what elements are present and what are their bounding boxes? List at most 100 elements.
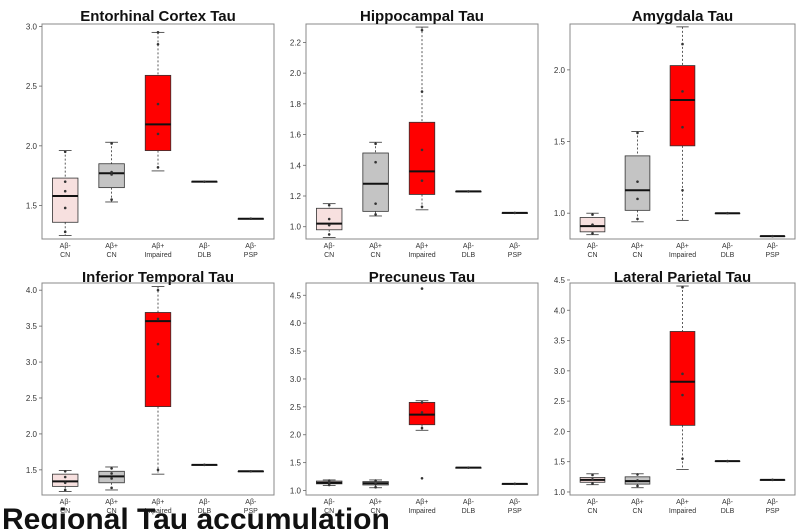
- y-tick-label: 1.2: [290, 192, 302, 201]
- category-label-line1: Aβ-: [722, 243, 734, 250]
- data-point: [681, 457, 684, 460]
- y-tick-label: 2.5: [26, 82, 38, 91]
- data-point: [63, 230, 67, 234]
- data-point: [156, 375, 160, 378]
- category-label-line2: CN: [107, 508, 117, 515]
- category-label-line2: Impaired: [669, 252, 696, 259]
- panel-title: Amygdala Tau: [632, 8, 733, 25]
- category-label-line1: Aβ+: [631, 243, 644, 250]
- data-point: [110, 170, 113, 174]
- data-point: [636, 197, 639, 201]
- category-label-line2: DLB: [462, 252, 476, 259]
- y-tick-label: 2.0: [554, 66, 566, 75]
- data-point: [681, 372, 684, 376]
- category-label-line1: Aβ+: [105, 243, 118, 250]
- y-tick-label: 3.5: [26, 322, 38, 331]
- box-1: [52, 469, 79, 492]
- category-label-line1: Aβ-: [60, 499, 72, 506]
- y-tick-label: 3.5: [554, 337, 566, 346]
- data-point: [327, 223, 331, 227]
- category-label-line2: DLB: [721, 508, 735, 515]
- box-2: [624, 473, 651, 489]
- y-tick-label: 2.5: [26, 394, 38, 403]
- category-label-line2: DLB: [198, 508, 212, 515]
- category-label-line1: Aβ-: [767, 243, 779, 250]
- category-label-line2: Impaired: [144, 508, 171, 515]
- panel-4: Inferior Temporal Tau 1.5 2.0 2.5 3.0 3.5 4.0 A…: [26, 269, 275, 515]
- data-point: [420, 426, 424, 430]
- category-label-line1: Aβ+: [369, 243, 382, 250]
- box-5: [237, 469, 264, 473]
- category-label-line2: CN: [324, 252, 334, 259]
- data-point: [110, 486, 113, 490]
- data-point: [110, 173, 113, 176]
- data-point: [110, 142, 113, 145]
- data-point: [591, 223, 594, 226]
- category-label-line1: Aβ-: [463, 499, 475, 506]
- data-point: [110, 198, 113, 201]
- box-body: [669, 65, 696, 147]
- box-3: [408, 287, 436, 480]
- category-label-line1: Aβ-: [587, 243, 599, 250]
- data-point: [110, 467, 113, 470]
- data-point: [513, 211, 517, 215]
- y-tick-label: 1.0: [554, 209, 566, 218]
- panel-title: Hippocampal Tau: [360, 8, 484, 25]
- data-point: [513, 482, 517, 486]
- y-tick-label: 2.0: [26, 430, 38, 439]
- box-5: [237, 217, 264, 220]
- panel-title: Precuneus Tau: [369, 269, 475, 286]
- category-label-line2: PSP: [508, 252, 522, 259]
- category-label-line1: Aβ+: [676, 243, 689, 250]
- category-label-line1: Aβ-: [245, 243, 257, 250]
- category-label-line2: PSP: [244, 252, 258, 259]
- data-point: [156, 102, 160, 106]
- box-body: [408, 121, 436, 195]
- box-1: [316, 203, 343, 238]
- category-label-line2: DLB: [198, 252, 212, 259]
- data-point: [636, 131, 639, 135]
- y-tick-label: 4.0: [554, 306, 566, 315]
- category-label-line1: Aβ-: [199, 499, 211, 506]
- y-tick-label: 2.5: [554, 397, 566, 406]
- plot-frame: [569, 23, 796, 240]
- data-point: [591, 482, 594, 485]
- box-3: [408, 26, 436, 211]
- panel-6: Lateral Parietal Tau 1.0 1.5 2.0 2.5 3.0 3.5 4.…: [554, 269, 796, 515]
- data-point: [636, 473, 639, 476]
- data-point: [591, 213, 594, 216]
- box-1: [316, 479, 343, 487]
- data-point: [63, 206, 67, 210]
- data-point: [63, 469, 67, 473]
- data-point: [636, 479, 639, 482]
- data-point: [327, 233, 331, 236]
- data-point: [591, 231, 594, 235]
- category-label-line1: Aβ-: [60, 243, 72, 250]
- data-point: [636, 217, 639, 221]
- category-label-line2: Impaired: [408, 252, 435, 259]
- box-2: [624, 131, 651, 223]
- y-tick-label: 2.0: [290, 431, 302, 440]
- category-label-line2: CN: [60, 252, 70, 259]
- box-4: [714, 211, 741, 215]
- data-point: [156, 31, 160, 34]
- category-label-line1: Aβ+: [105, 499, 118, 506]
- box-3: [144, 31, 172, 172]
- data-point: [156, 468, 160, 472]
- box-body: [52, 473, 79, 487]
- data-point: [467, 466, 470, 469]
- category-label-line2: CN: [107, 252, 117, 259]
- data-point: [156, 166, 160, 169]
- data-point: [420, 28, 424, 32]
- y-tick-label: 4.5: [290, 291, 302, 300]
- box-4: [714, 459, 741, 463]
- y-tick-label: 2.2: [290, 38, 302, 47]
- data-point: [63, 481, 67, 485]
- y-tick-label: 4.0: [290, 319, 302, 328]
- y-tick-label: 3.0: [290, 375, 302, 384]
- data-point: [467, 190, 470, 193]
- data-point: [156, 317, 160, 321]
- box-1: [52, 150, 79, 236]
- y-tick-label: 2.0: [290, 69, 302, 78]
- category-label-line1: Aβ+: [416, 499, 429, 506]
